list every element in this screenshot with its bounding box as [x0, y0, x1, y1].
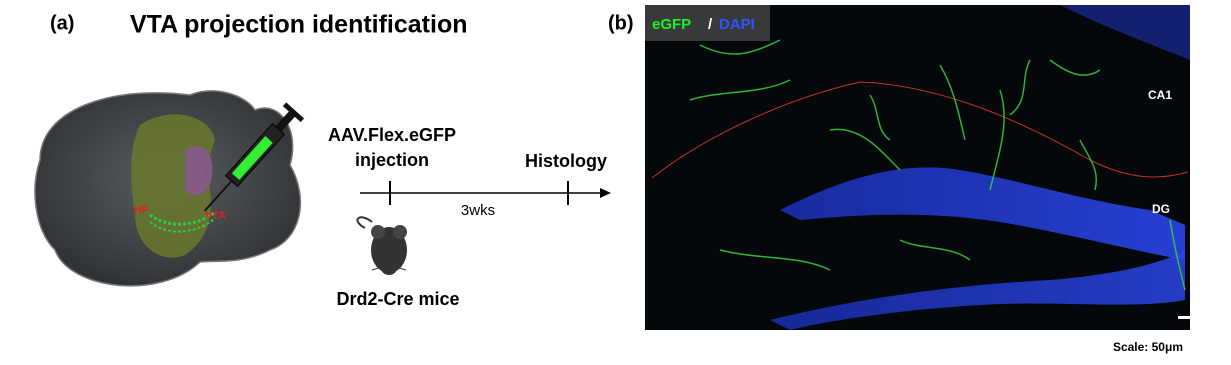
scale-label: Scale: 50μm: [1113, 340, 1183, 354]
timeline-label: injection: [355, 150, 429, 170]
panel-label: (a): [50, 12, 74, 34]
brain-illustration: [34, 90, 305, 287]
micrograph: [645, 5, 1196, 330]
panel-label: (b): [608, 12, 634, 34]
panel-title: VTA projection identification: [130, 11, 468, 39]
timeline: [360, 181, 611, 205]
region-label: CA1: [1148, 88, 1172, 102]
stain-label: DAPI: [719, 16, 755, 33]
brain-label: HF: [134, 204, 149, 216]
stain-label: eGFP: [652, 16, 691, 33]
timeline-interval: 3wks: [461, 202, 495, 219]
mouse-icon: [356, 216, 407, 275]
stain-label: /: [708, 16, 713, 33]
timeline-label: AAV.Flex.eGFP: [328, 125, 456, 145]
animal-label: Drd2-Cre mice: [336, 289, 459, 309]
region-label: DG: [1152, 202, 1170, 216]
syringe: [204, 102, 305, 212]
brain-label: VTA: [205, 210, 226, 222]
timeline-label: Histology: [525, 151, 607, 171]
